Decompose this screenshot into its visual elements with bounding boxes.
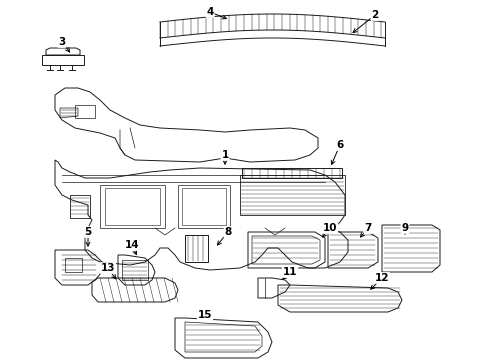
Text: 4: 4 [206, 7, 214, 17]
Text: 10: 10 [323, 223, 337, 233]
Text: 1: 1 [221, 150, 229, 160]
Text: 8: 8 [224, 227, 232, 237]
Text: 14: 14 [124, 240, 139, 250]
Text: 5: 5 [84, 227, 92, 237]
Text: 12: 12 [375, 273, 389, 283]
Text: 6: 6 [336, 140, 343, 150]
Text: 13: 13 [101, 263, 115, 273]
Text: 7: 7 [364, 223, 372, 233]
Text: 15: 15 [198, 310, 212, 320]
Text: 11: 11 [283, 267, 297, 277]
Text: 9: 9 [401, 223, 409, 233]
Text: 2: 2 [371, 10, 379, 20]
Text: 3: 3 [58, 37, 66, 47]
